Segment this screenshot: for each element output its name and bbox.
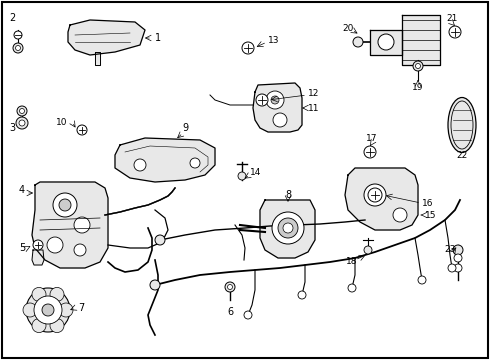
- Text: 6: 6: [227, 307, 233, 317]
- Text: 15: 15: [425, 211, 437, 220]
- Circle shape: [348, 284, 356, 292]
- Circle shape: [273, 113, 287, 127]
- Circle shape: [150, 280, 160, 290]
- Circle shape: [134, 159, 146, 171]
- Circle shape: [59, 303, 73, 317]
- Circle shape: [17, 106, 27, 116]
- Circle shape: [364, 246, 372, 254]
- Circle shape: [32, 319, 46, 333]
- Circle shape: [453, 245, 463, 255]
- Circle shape: [378, 34, 394, 50]
- Circle shape: [242, 42, 254, 54]
- Circle shape: [227, 284, 232, 289]
- Text: 8: 8: [285, 190, 291, 200]
- Circle shape: [370, 190, 380, 200]
- Polygon shape: [253, 83, 302, 132]
- Circle shape: [16, 117, 28, 129]
- Text: 21: 21: [446, 14, 458, 23]
- Text: 4: 4: [19, 185, 25, 195]
- Circle shape: [256, 94, 268, 106]
- Text: 2: 2: [9, 13, 15, 23]
- Text: 17: 17: [366, 134, 378, 143]
- Text: 19: 19: [412, 82, 424, 91]
- Circle shape: [454, 264, 462, 272]
- Circle shape: [33, 240, 43, 250]
- Circle shape: [32, 287, 46, 301]
- Circle shape: [368, 188, 382, 202]
- Circle shape: [50, 287, 64, 301]
- Circle shape: [14, 31, 22, 39]
- Circle shape: [74, 217, 90, 233]
- Circle shape: [23, 303, 37, 317]
- Circle shape: [74, 244, 86, 256]
- Text: 18: 18: [346, 257, 358, 266]
- Circle shape: [449, 26, 461, 38]
- Text: 9: 9: [182, 123, 188, 133]
- Text: 12: 12: [308, 89, 319, 98]
- Text: 20: 20: [343, 23, 354, 32]
- Text: 10: 10: [56, 117, 68, 126]
- Text: 11: 11: [308, 104, 319, 112]
- Circle shape: [225, 282, 235, 292]
- Text: 22: 22: [456, 150, 467, 159]
- Circle shape: [59, 199, 71, 211]
- Circle shape: [155, 235, 165, 245]
- Text: 1: 1: [155, 33, 161, 43]
- Text: 13: 13: [268, 36, 279, 45]
- Circle shape: [190, 158, 200, 168]
- Polygon shape: [95, 52, 100, 65]
- Circle shape: [50, 319, 64, 333]
- Circle shape: [364, 184, 386, 206]
- Text: 3: 3: [9, 123, 15, 133]
- Circle shape: [19, 120, 25, 126]
- Polygon shape: [68, 20, 145, 55]
- Ellipse shape: [448, 98, 476, 153]
- Polygon shape: [370, 30, 402, 55]
- Circle shape: [238, 172, 246, 180]
- Circle shape: [266, 91, 284, 109]
- Text: 7: 7: [78, 303, 84, 313]
- Circle shape: [13, 43, 23, 53]
- Circle shape: [271, 96, 279, 104]
- Text: 14: 14: [250, 167, 261, 176]
- Polygon shape: [345, 168, 418, 230]
- Circle shape: [393, 208, 407, 222]
- Circle shape: [47, 237, 63, 253]
- Circle shape: [413, 61, 423, 71]
- Polygon shape: [32, 250, 44, 265]
- Circle shape: [278, 218, 298, 238]
- Circle shape: [20, 108, 25, 113]
- Circle shape: [53, 193, 77, 217]
- Circle shape: [42, 304, 54, 316]
- Circle shape: [34, 296, 62, 324]
- Polygon shape: [402, 15, 440, 65]
- Polygon shape: [115, 138, 215, 182]
- Circle shape: [353, 37, 363, 47]
- Circle shape: [298, 291, 306, 299]
- Circle shape: [418, 276, 426, 284]
- Circle shape: [448, 264, 456, 272]
- Circle shape: [244, 311, 252, 319]
- Circle shape: [454, 254, 462, 262]
- Text: 23: 23: [444, 246, 456, 255]
- Circle shape: [272, 212, 304, 244]
- Circle shape: [283, 223, 293, 233]
- Circle shape: [26, 288, 70, 332]
- Circle shape: [416, 63, 420, 68]
- Text: 5: 5: [19, 243, 25, 253]
- Text: 16: 16: [422, 198, 434, 207]
- Circle shape: [16, 45, 21, 50]
- Circle shape: [77, 125, 87, 135]
- Polygon shape: [260, 200, 315, 258]
- Circle shape: [364, 146, 376, 158]
- Polygon shape: [32, 182, 108, 268]
